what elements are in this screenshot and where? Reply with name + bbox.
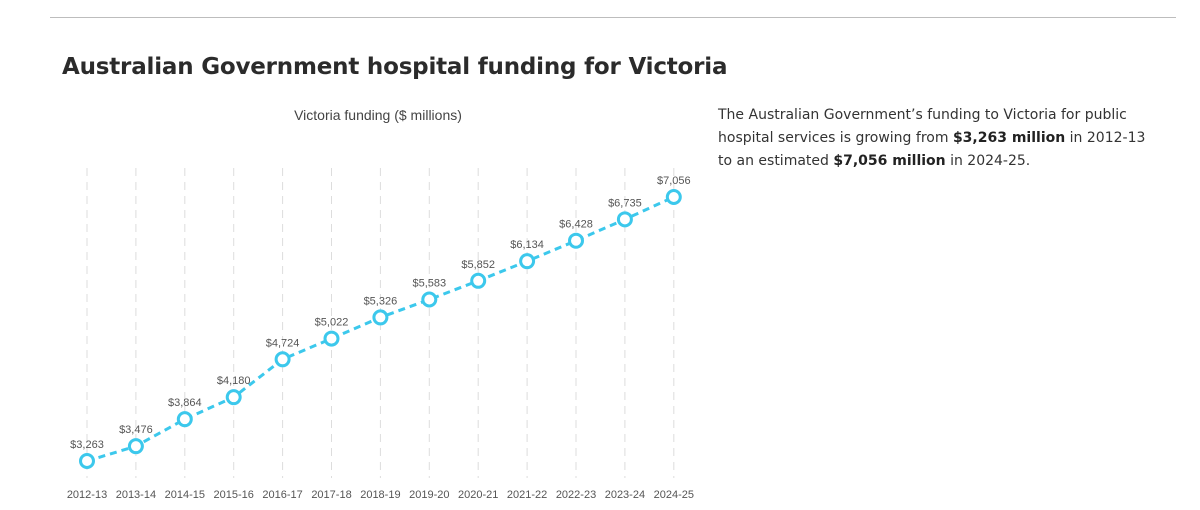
description-end-amount: $7,056 million	[833, 153, 946, 169]
marker-layer	[79, 189, 682, 469]
description-start-amount: $3,263 million	[952, 130, 1066, 146]
data-point-2023-24[interactable]	[616, 211, 633, 228]
x-tick-label: 2019-20	[409, 489, 449, 501]
page-title: Australian Government hospital funding f…	[62, 54, 728, 80]
x-tick-label: 2012-13	[67, 489, 107, 501]
data-label: $7,056	[657, 175, 691, 187]
data-label: $3,263	[70, 439, 104, 451]
data-point-2012-13[interactable]	[79, 453, 95, 469]
x-tick-label: 2020-21	[458, 489, 498, 501]
chart-title: Victoria funding ($ millions)	[294, 107, 462, 123]
data-label: $6,428	[559, 219, 593, 231]
data-label-layer: $3,263 $3,476 $3,864 $4,180 $4,724 $5,022 $5,3…	[70, 175, 690, 451]
description-text-3: in 2024-25.	[945, 153, 1031, 169]
data-point-2021-22[interactable]	[519, 253, 536, 270]
x-tick-label: 2017-18	[311, 489, 351, 501]
x-tick-label: 2016-17	[262, 489, 302, 501]
data-label: $5,583	[412, 278, 446, 290]
top-divider	[50, 17, 1176, 18]
chart-container: Victoria funding ($ millions) $3,263 $3,4…	[40, 100, 720, 510]
x-axis-ticks: 2012-13 2013-14 2014-15 2015-16 2016-17 2017-…	[67, 489, 694, 501]
data-point-2014-15[interactable]	[176, 411, 193, 428]
data-point-2020-21[interactable]	[470, 272, 487, 289]
data-label: $5,326	[364, 295, 398, 307]
funding-description: The Australian Government’s funding to V…	[718, 104, 1163, 173]
line-chart: Victoria funding ($ millions) $3,263 $3,4…	[67, 107, 694, 501]
x-tick-label: 2023-24	[605, 489, 645, 501]
data-point-2016-17[interactable]	[274, 351, 291, 368]
x-tick-label: 2014-15	[165, 489, 205, 501]
data-point-2015-16[interactable]	[225, 389, 242, 406]
data-point-2022-23[interactable]	[568, 232, 584, 249]
data-label: $5,022	[315, 317, 349, 329]
data-point-2024-25[interactable]	[665, 189, 682, 205]
x-tick-label: 2022-23	[556, 489, 596, 501]
data-label: $6,134	[510, 239, 544, 251]
x-tick-label: 2015-16	[214, 489, 254, 501]
data-label: $4,724	[266, 337, 300, 349]
data-point-2017-18[interactable]	[323, 330, 340, 347]
x-tick-label: 2024-25	[654, 489, 694, 501]
x-tick-label: 2013-14	[116, 489, 156, 501]
data-label: $4,180	[217, 375, 251, 387]
description-text-1: The Australian Government’s funding to V…	[718, 107, 1127, 146]
x-tick-label: 2021-22	[507, 489, 547, 501]
data-point-2018-19[interactable]	[372, 309, 389, 326]
x-tick-label: 2018-19	[360, 489, 400, 501]
data-label: $3,864	[168, 397, 202, 409]
data-point-2019-20[interactable]	[421, 291, 438, 308]
data-point-2013-14[interactable]	[127, 438, 144, 455]
data-label: $5,852	[461, 259, 495, 271]
data-label: $6,735	[608, 197, 642, 209]
description-text-2: in 2012-13 to an estimated	[718, 130, 1146, 169]
data-label: $3,476	[119, 424, 153, 436]
